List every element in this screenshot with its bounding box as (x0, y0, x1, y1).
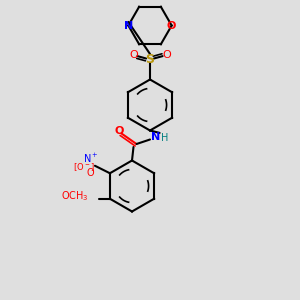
Text: N$^+$: N$^+$ (82, 152, 98, 165)
Text: O: O (162, 50, 171, 60)
Text: O: O (129, 50, 138, 60)
Text: [O$^-$]: [O$^-$] (74, 161, 95, 173)
Text: O: O (167, 20, 176, 31)
Text: OCH$_3$: OCH$_3$ (61, 189, 89, 202)
Text: O: O (114, 126, 124, 136)
Text: N: N (152, 131, 160, 142)
Text: O: O (87, 168, 94, 178)
Text: H: H (161, 133, 168, 143)
Text: N: N (124, 20, 133, 31)
Text: S: S (146, 52, 154, 66)
